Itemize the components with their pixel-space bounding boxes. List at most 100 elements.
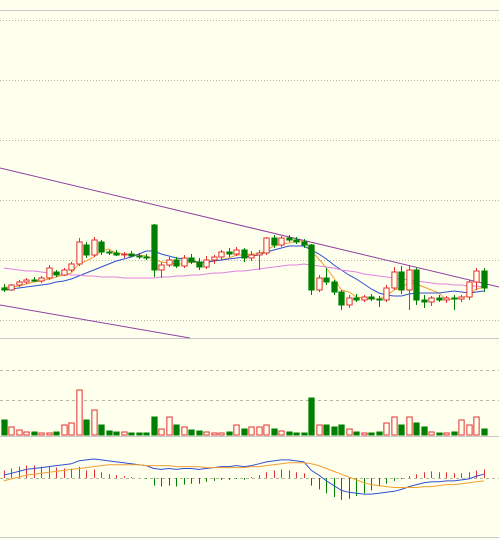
volume-bar bbox=[218, 432, 225, 436]
volume-bar bbox=[211, 432, 218, 436]
volume-bar bbox=[158, 428, 165, 436]
candle-body bbox=[83, 244, 90, 256]
candle-body bbox=[376, 298, 383, 301]
candle-body bbox=[278, 237, 285, 246]
volume-bar bbox=[151, 416, 158, 436]
candle-body bbox=[473, 270, 480, 283]
candle-body bbox=[53, 271, 60, 276]
volume-bar bbox=[421, 426, 428, 436]
candle-body bbox=[398, 271, 405, 291]
volume-bar bbox=[361, 432, 368, 436]
candle-body bbox=[158, 264, 165, 271]
candle-body bbox=[436, 297, 443, 301]
candle-body bbox=[61, 269, 68, 276]
candle-body bbox=[391, 271, 398, 289]
candle-body bbox=[466, 281, 473, 298]
candle-body bbox=[346, 297, 353, 306]
volume-bar bbox=[406, 416, 413, 436]
candle-body bbox=[128, 253, 135, 257]
volume-bar bbox=[121, 431, 128, 436]
indicator-line bbox=[3, 462, 485, 488]
candle-body bbox=[38, 277, 45, 282]
volume-bar bbox=[143, 432, 150, 436]
volume-bar bbox=[353, 431, 360, 436]
volume-bar bbox=[181, 426, 188, 436]
candle-body bbox=[383, 287, 390, 301]
candle-body bbox=[98, 241, 105, 253]
volume-bar bbox=[428, 431, 435, 436]
candle-body bbox=[241, 249, 248, 259]
candle-body bbox=[8, 284, 15, 291]
volume-bar bbox=[466, 424, 473, 436]
candle-body bbox=[203, 259, 210, 268]
volume-bar bbox=[331, 426, 338, 436]
candle-body bbox=[248, 254, 255, 259]
candle-body bbox=[23, 279, 30, 283]
trend-line bbox=[0, 304, 190, 339]
candle-body bbox=[188, 257, 195, 263]
volume-bar bbox=[91, 409, 98, 436]
candle-body bbox=[286, 237, 293, 241]
volume-bar bbox=[293, 432, 300, 436]
candle-body bbox=[226, 251, 233, 255]
candle-body bbox=[151, 224, 158, 271]
volume-bar bbox=[188, 429, 195, 436]
candle-body bbox=[181, 257, 188, 267]
candle-body bbox=[413, 269, 420, 301]
volume-bar bbox=[83, 419, 90, 436]
candle-body bbox=[316, 277, 323, 291]
volume-bar bbox=[53, 431, 60, 436]
candle-body bbox=[16, 281, 23, 286]
volume-bar bbox=[323, 424, 330, 436]
volume-bar bbox=[1, 419, 8, 436]
volume-bar bbox=[316, 424, 323, 436]
trend-line bbox=[0, 167, 499, 288]
volume-bar bbox=[166, 416, 173, 436]
volume-bar bbox=[458, 419, 465, 436]
volume-bar bbox=[46, 432, 53, 436]
volume-bar bbox=[16, 429, 23, 436]
candle-body bbox=[218, 251, 225, 258]
volume-bar bbox=[383, 422, 390, 436]
candle-body bbox=[263, 237, 270, 254]
candle-body bbox=[338, 291, 345, 306]
volume-bar bbox=[128, 432, 135, 436]
candle-body bbox=[406, 269, 413, 291]
volume-bar bbox=[451, 431, 458, 436]
candle-body bbox=[368, 296, 375, 300]
volume-bar bbox=[61, 424, 68, 436]
volume-bar bbox=[8, 426, 15, 436]
candle-body bbox=[308, 244, 315, 291]
volume-bar bbox=[413, 422, 420, 436]
candle-body bbox=[451, 297, 458, 300]
candle-body bbox=[106, 251, 113, 254]
candle-body bbox=[421, 299, 428, 303]
volume-bar bbox=[226, 431, 233, 436]
candle-body bbox=[121, 253, 128, 256]
candle-body bbox=[331, 281, 338, 293]
volume-bar bbox=[113, 431, 120, 436]
candle-body bbox=[68, 263, 75, 271]
candle-body bbox=[481, 270, 488, 289]
volume-bar bbox=[31, 431, 38, 436]
candle-body bbox=[113, 252, 120, 256]
volume-bar bbox=[308, 397, 315, 436]
candle-body bbox=[136, 255, 143, 258]
volume-bar bbox=[68, 422, 75, 436]
candle-body bbox=[91, 239, 98, 256]
candle-body bbox=[196, 261, 203, 268]
volume-bar bbox=[436, 432, 443, 436]
volume-bar bbox=[263, 424, 270, 436]
candle-body bbox=[76, 241, 83, 265]
candle-body bbox=[443, 297, 450, 301]
volume-bar bbox=[196, 430, 203, 436]
volume-bar bbox=[481, 428, 488, 436]
volume-bar bbox=[38, 432, 45, 436]
volume-bar bbox=[106, 430, 113, 436]
candle-body bbox=[293, 239, 300, 243]
volume-bar bbox=[301, 432, 308, 436]
volume-bar bbox=[173, 424, 180, 436]
candle-body bbox=[361, 296, 368, 301]
